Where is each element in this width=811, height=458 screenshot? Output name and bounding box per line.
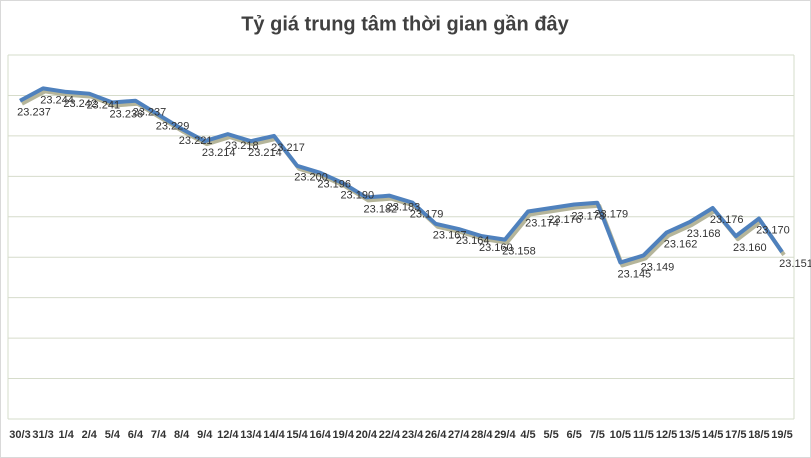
data-label: 23.242 [63, 98, 97, 110]
data-label: 23.170 [756, 224, 790, 236]
data-label: 23.217 [271, 142, 305, 154]
data-label: 23.241 [86, 100, 120, 112]
data-label: 23.145 [618, 268, 652, 280]
line [19, 86, 784, 265]
x-tick-label: 9/4 [197, 429, 213, 441]
x-tick-label: 7/4 [151, 429, 167, 441]
data-label: 23.244 [40, 94, 74, 106]
x-tick-label: 31/3 [32, 429, 53, 441]
x-tick-label: 6/5 [567, 429, 582, 441]
data-label: 23.160 [733, 242, 767, 254]
x-tick-label: 5/4 [105, 429, 121, 441]
x-tick-label: 20/4 [356, 429, 378, 441]
data-label: 23.182 [364, 203, 398, 215]
x-tick-label: 19/4 [333, 429, 355, 441]
data-label: 23.196 [317, 179, 351, 191]
data-label: 23.200 [294, 172, 328, 184]
data-label: 23.168 [687, 228, 721, 240]
data-label: 23.218 [225, 140, 259, 152]
data-label: 23.174 [525, 217, 559, 229]
x-tick-label: 13/4 [240, 429, 262, 441]
x-tick-label: 2/4 [82, 429, 98, 441]
data-label: 23.167 [433, 230, 467, 242]
data-label: 23.190 [340, 189, 374, 201]
data-label: 23.214 [202, 147, 236, 159]
x-tick-label: 10/5 [610, 429, 631, 441]
data-label: 23.214 [248, 147, 282, 159]
x-tick-label: 30/3 [9, 429, 30, 441]
data-label: 23.151 [779, 258, 811, 270]
data-label: 23.179 [594, 209, 628, 221]
x-tick-label: 19/5 [771, 429, 792, 441]
data-label: 23.179 [410, 209, 444, 221]
x-tick-label: 8/4 [174, 429, 190, 441]
data-label: 23.162 [664, 239, 698, 251]
x-tick-label: 29/4 [494, 429, 516, 441]
data-label: 23.237 [133, 107, 167, 119]
x-tick-label: 11/5 [633, 429, 654, 441]
data-label: 23.236 [110, 108, 144, 120]
x-tick-label: 13/5 [679, 429, 700, 441]
data-label: 23.221 [179, 135, 213, 147]
data-label: 23.237 [17, 107, 51, 119]
chart-title: Tỷ giá trung tâm thời gian gần đây [241, 13, 569, 35]
data-label: 23.158 [502, 246, 536, 258]
x-tick-label: 18/5 [748, 429, 769, 441]
x-tick-label: 28/4 [471, 429, 493, 441]
data-label: 23.176 [710, 214, 744, 226]
data-label: 23.229 [156, 121, 190, 133]
x-tick-label: 4/5 [520, 429, 535, 441]
x-tick-label: 22/4 [379, 429, 401, 441]
data-label: 23.149 [641, 261, 675, 273]
x-tick-label: 6/4 [128, 429, 144, 441]
x-tick-label: 17/5 [725, 429, 746, 441]
x-tick-label: 12/4 [217, 429, 239, 441]
data-label: 23.178 [571, 210, 605, 222]
x-tick-label: 15/4 [286, 429, 308, 441]
grid [7, 54, 795, 420]
data-label: 23.160 [479, 242, 513, 254]
x-tick-label: 12/5 [656, 429, 677, 441]
data-label: 23.164 [456, 235, 490, 247]
x-tick-label: 26/4 [425, 429, 447, 441]
x-tick-label: 27/4 [448, 429, 470, 441]
x-tick-label: 5/5 [543, 429, 558, 441]
x-tick-label: 14/5 [702, 429, 723, 441]
x-tick-label: 7/5 [590, 429, 605, 441]
x-tick-label: 14/4 [263, 429, 285, 441]
x-tick-label: 23/4 [402, 429, 424, 441]
x-tick-label: 1/4 [59, 429, 75, 441]
data-label: 23.176 [548, 214, 582, 226]
data-label: 23.183 [387, 202, 421, 214]
x-tick-label: 16/4 [309, 429, 331, 441]
